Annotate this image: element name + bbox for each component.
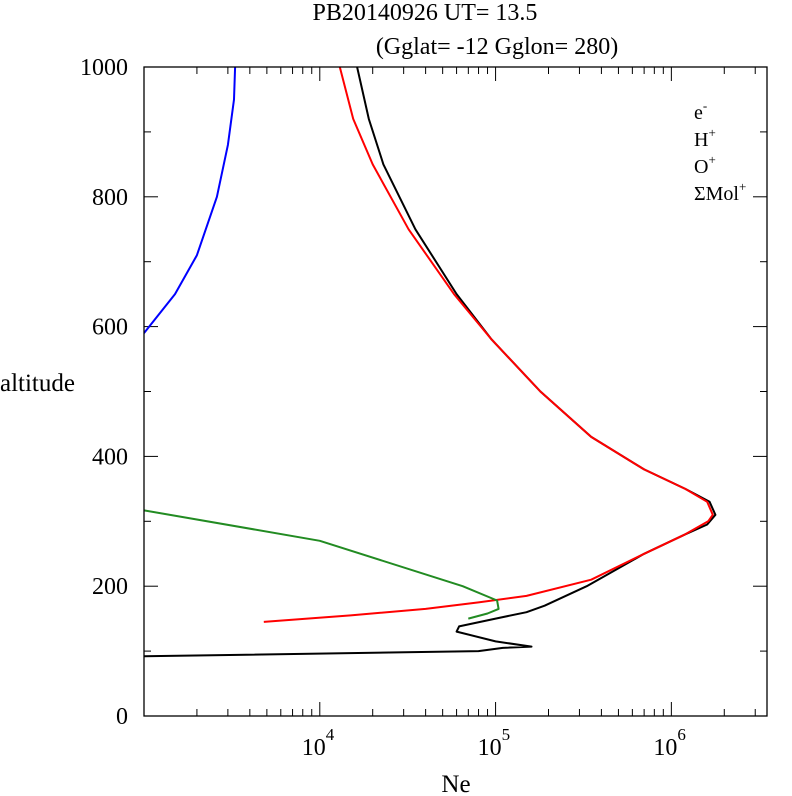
series-layer <box>144 67 717 658</box>
y-tick-label: 0 <box>116 704 128 730</box>
x-axis-label: Ne <box>441 771 470 796</box>
chart-title: PB20140926 UT= 13.5 <box>313 0 538 26</box>
legend-entry-sup: + <box>739 179 746 194</box>
y-tick-labels: 0 200 400 600 800 1000 <box>80 55 128 730</box>
x-tick-label-exponent: 4 <box>326 725 335 744</box>
legend-entry-sup: + <box>708 152 715 167</box>
y-axis-label: altitude <box>0 370 75 397</box>
y-tick-label: 400 <box>92 444 128 470</box>
legend-entry-sup: - <box>703 98 707 113</box>
series-line <box>263 67 714 623</box>
x-tick-label: 10 <box>302 735 326 761</box>
x-tick-label-exponent: 6 <box>677 725 686 744</box>
series-line <box>144 509 500 620</box>
y-tick-label: 1000 <box>80 55 128 81</box>
plot-frame <box>143 66 768 717</box>
legend: e-H+O+ΣMol+ <box>694 98 746 205</box>
x-tick-label-exponent: 5 <box>502 725 511 744</box>
y-tick-label: 600 <box>92 315 128 341</box>
legend-entry: H+ <box>694 125 716 151</box>
series-line <box>144 67 237 334</box>
legend-entry-sup: + <box>708 125 715 140</box>
x-tick-label: 10 <box>653 735 677 761</box>
legend-entry: e- <box>694 98 707 124</box>
y-tick-label: 800 <box>92 185 128 211</box>
legend-entry: ΣMol+ <box>694 179 746 205</box>
axis-ticks <box>143 66 767 717</box>
y-tick-label: 200 <box>92 574 128 600</box>
x-tick-label: 10 <box>478 735 502 761</box>
chart-subtitle: (Gglat= -12 Gglon= 280) <box>376 34 618 60</box>
series-line <box>144 67 717 658</box>
legend-entry: O+ <box>694 152 716 178</box>
